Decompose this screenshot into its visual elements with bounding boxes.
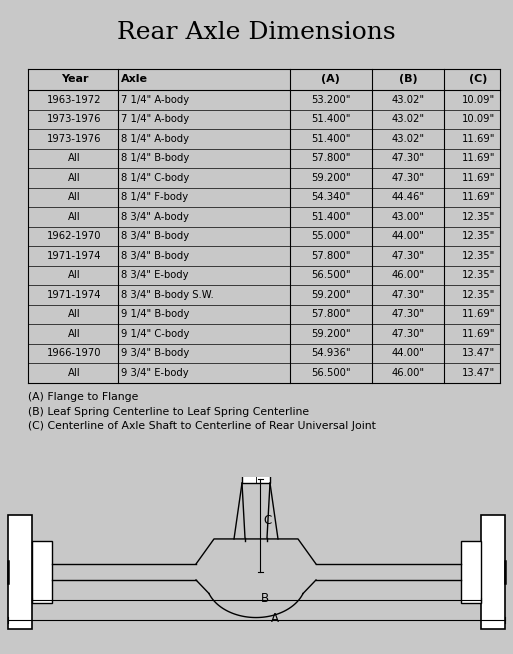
Text: 47.30": 47.30"	[391, 173, 424, 183]
Text: All: All	[68, 173, 81, 183]
Text: 9 1/4" B-body: 9 1/4" B-body	[121, 309, 189, 319]
Text: 57.800": 57.800"	[311, 251, 350, 261]
Text: 13.47": 13.47"	[462, 368, 495, 378]
Text: 46.00": 46.00"	[391, 270, 424, 281]
Text: (A) Flange to Flange: (A) Flange to Flange	[28, 392, 139, 402]
Text: 47.30": 47.30"	[391, 154, 424, 164]
Text: 59.200": 59.200"	[311, 329, 351, 339]
Text: (C): (C)	[469, 75, 487, 84]
Text: 59.200": 59.200"	[311, 290, 351, 300]
Text: 53.200": 53.200"	[311, 95, 350, 105]
Text: 43.02": 43.02"	[391, 114, 424, 124]
Text: 8 3/4" E-body: 8 3/4" E-body	[121, 270, 188, 281]
Text: 8 3/4" A-body: 8 3/4" A-body	[121, 212, 188, 222]
Text: 12.35": 12.35"	[462, 232, 495, 241]
Text: 1963-1972: 1963-1972	[47, 95, 102, 105]
Text: C: C	[263, 515, 271, 528]
Text: 8 3/4" B-body: 8 3/4" B-body	[121, 232, 189, 241]
Text: 7 1/4" A-body: 7 1/4" A-body	[121, 95, 189, 105]
Text: 51.400": 51.400"	[311, 134, 350, 144]
Text: 47.30": 47.30"	[391, 251, 424, 261]
Text: Axle: Axle	[121, 75, 148, 84]
Text: 12.35": 12.35"	[462, 270, 495, 281]
Text: 8 3/4" B-body: 8 3/4" B-body	[121, 251, 189, 261]
Text: 8 1/4" C-body: 8 1/4" C-body	[121, 173, 189, 183]
Text: 8 1/4" A-body: 8 1/4" A-body	[121, 134, 189, 144]
Text: 1971-1974: 1971-1974	[47, 251, 102, 261]
Text: 43.02": 43.02"	[391, 95, 424, 105]
Text: 47.30": 47.30"	[391, 309, 424, 319]
Bar	[242, 475, 270, 483]
Text: All: All	[68, 154, 81, 164]
Text: 8 3/4" B-body S.W.: 8 3/4" B-body S.W.	[121, 290, 213, 300]
Text: B: B	[261, 593, 269, 605]
Text: 1971-1974: 1971-1974	[47, 290, 102, 300]
Text: 10.09": 10.09"	[462, 114, 495, 124]
Text: A: A	[271, 611, 279, 625]
Text: 10.09": 10.09"	[462, 95, 495, 105]
Text: All: All	[68, 212, 81, 222]
Text: All: All	[68, 270, 81, 281]
Text: 11.69": 11.69"	[462, 134, 495, 144]
Bar	[461, 542, 481, 603]
Bar	[247, 466, 265, 475]
Text: 47.30": 47.30"	[391, 290, 424, 300]
Text: 44.46": 44.46"	[391, 192, 424, 203]
Text: 12.35": 12.35"	[462, 251, 495, 261]
Text: 54.936": 54.936"	[311, 349, 351, 358]
Text: 11.69": 11.69"	[462, 309, 495, 319]
Text: 47.30": 47.30"	[391, 329, 424, 339]
Text: 9 1/4" C-body: 9 1/4" C-body	[121, 329, 189, 339]
Text: 57.800": 57.800"	[311, 154, 350, 164]
Text: 59.200": 59.200"	[311, 173, 351, 183]
Text: 44.00": 44.00"	[391, 349, 424, 358]
Text: All: All	[68, 368, 81, 378]
Text: (C) Centerline of Axle Shaft to Centerline of Rear Universal Joint: (C) Centerline of Axle Shaft to Centerli…	[28, 421, 376, 431]
Text: 11.69": 11.69"	[462, 192, 495, 203]
Text: 1966-1970: 1966-1970	[47, 349, 102, 358]
Text: 1973-1976: 1973-1976	[47, 114, 102, 124]
Text: 57.800": 57.800"	[311, 309, 350, 319]
Text: 11.69": 11.69"	[462, 173, 495, 183]
Bar	[32, 542, 52, 603]
Text: 7 1/4" A-body: 7 1/4" A-body	[121, 114, 189, 124]
Text: 11.69": 11.69"	[462, 154, 495, 164]
Text: 56.500": 56.500"	[311, 270, 351, 281]
Text: (B): (B)	[399, 75, 417, 84]
Text: 11.69": 11.69"	[462, 329, 495, 339]
Text: 9 3/4" B-body: 9 3/4" B-body	[121, 349, 189, 358]
Text: 1962-1970: 1962-1970	[47, 232, 102, 241]
Text: All: All	[68, 192, 81, 203]
Text: 44.00": 44.00"	[391, 232, 424, 241]
Text: 9 3/4" E-body: 9 3/4" E-body	[121, 368, 188, 378]
Text: 13.47": 13.47"	[462, 349, 495, 358]
Text: 43.02": 43.02"	[391, 134, 424, 144]
Text: 46.00": 46.00"	[391, 368, 424, 378]
Bar	[8, 515, 32, 629]
Text: 12.35": 12.35"	[462, 212, 495, 222]
Text: 51.400": 51.400"	[311, 212, 350, 222]
Text: 55.000": 55.000"	[311, 232, 350, 241]
Text: Year: Year	[61, 75, 88, 84]
Text: 54.340": 54.340"	[311, 192, 350, 203]
Bar	[481, 515, 505, 629]
Text: 8 1/4" B-body: 8 1/4" B-body	[121, 154, 189, 164]
Text: All: All	[68, 329, 81, 339]
Text: 43.00": 43.00"	[391, 212, 424, 222]
Text: All: All	[68, 309, 81, 319]
Text: 51.400": 51.400"	[311, 114, 350, 124]
Text: (A): (A)	[322, 75, 340, 84]
Text: 8 1/4" F-body: 8 1/4" F-body	[121, 192, 188, 203]
Text: 56.500": 56.500"	[311, 368, 351, 378]
Text: (B) Leaf Spring Centerline to Leaf Spring Centerline: (B) Leaf Spring Centerline to Leaf Sprin…	[28, 407, 309, 417]
Text: 1973-1976: 1973-1976	[47, 134, 102, 144]
Text: 12.35": 12.35"	[462, 290, 495, 300]
Text: Rear Axle Dimensions: Rear Axle Dimensions	[117, 21, 396, 44]
